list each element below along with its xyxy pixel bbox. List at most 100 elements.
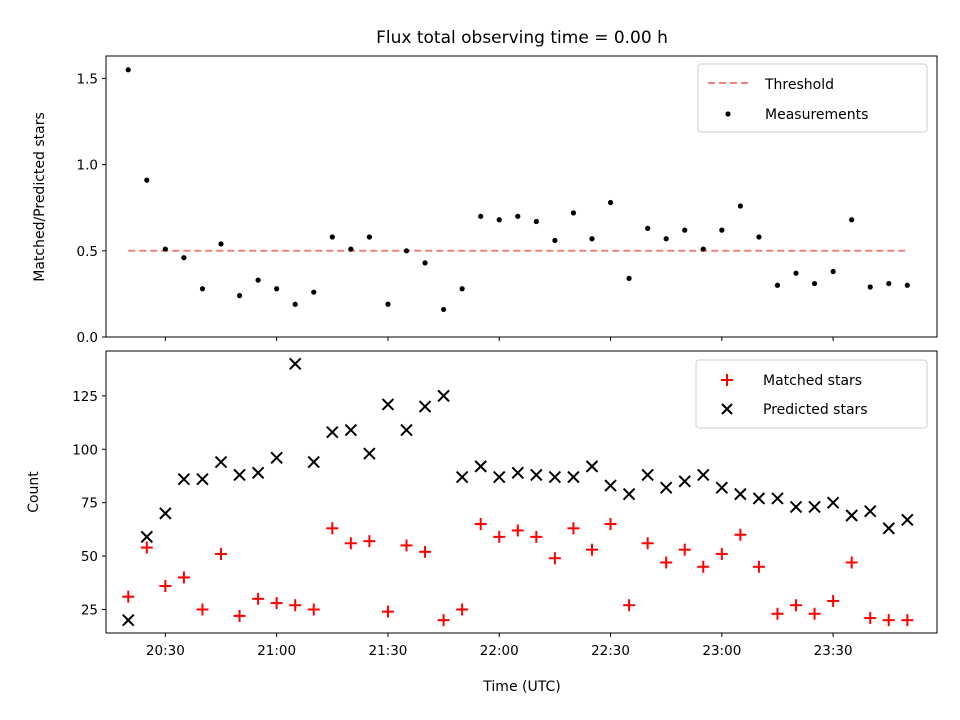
matched-star-point [493, 530, 506, 543]
bottom-legend-box [695, 359, 928, 429]
matched-star-point [159, 580, 172, 592]
measurement-point [515, 213, 521, 219]
top-y-axis-label: Matched/Predicted stars [32, 112, 48, 282]
bottom-plot: Count Time (UTC) 25 50 75 100 125 20:30 21:00 2… [26, 350, 938, 695]
matched-star-point [678, 543, 691, 556]
predicted-star-point [418, 400, 432, 413]
matched-star-point [215, 547, 228, 560]
matched-star-point [660, 556, 673, 569]
predicted-star-point [122, 613, 135, 627]
measurement-point [867, 284, 873, 290]
measurement-point [162, 246, 168, 252]
predicted-star-point [530, 468, 543, 482]
matched-star-point [864, 612, 877, 625]
measurement-point [385, 301, 391, 307]
predicted-star-point [604, 479, 617, 492]
predicted-star-point [901, 513, 914, 526]
predicted-star-point [270, 451, 283, 465]
x-tick-label: 20:30 [146, 643, 185, 659]
predicted-star-point [622, 487, 636, 501]
matched-star-point [771, 607, 784, 620]
x-tick-label: 23:00 [702, 643, 741, 659]
predicted-star-point [288, 357, 302, 371]
measurement-point [533, 218, 539, 225]
predicted-star-point [381, 398, 395, 411]
matched-star-point [530, 530, 543, 543]
matched-star-point [289, 599, 302, 612]
measurement-point [348, 246, 354, 252]
top-y-tick-label: 0.0 [77, 330, 98, 346]
measurement-point [904, 282, 910, 288]
matched-legend-marker [721, 374, 733, 386]
matched-star-point [511, 524, 524, 537]
predicted-star-point [474, 460, 487, 473]
predicted-star-point [771, 492, 784, 505]
predicted-star-point [455, 470, 469, 484]
measurement-point [719, 227, 725, 233]
matched-star-point [419, 545, 432, 558]
predicted-star-point [511, 466, 524, 479]
bottom-plot-frame [105, 350, 938, 634]
measurement-point [682, 227, 688, 233]
top-y-tick-label: 1.0 [77, 158, 98, 174]
measurement-point [645, 225, 651, 231]
measurement-point [830, 268, 836, 275]
measurement-point [811, 280, 818, 287]
measurement-point [422, 260, 428, 266]
measurement-point [311, 289, 317, 295]
measurement-point [793, 270, 799, 276]
bottom-y-tick-label: 100 [72, 442, 98, 458]
matched-star-point [845, 556, 858, 569]
measurement-point [199, 286, 206, 292]
predicted-star-point [845, 509, 858, 522]
legend-predicted-stars: Predicted stars [763, 402, 868, 418]
measurement-point [255, 277, 261, 283]
predicted-star-point [196, 472, 209, 486]
measurement-point [274, 286, 280, 292]
matched-star-point [715, 547, 728, 560]
predicted-star-point [734, 487, 747, 501]
predicted-star-point [233, 468, 246, 482]
bottom-y-tick-label: 25 [81, 603, 98, 619]
top-plot: Matched/Predicted stars 0.0 0.5 1.0 1.5 Thr… [32, 55, 938, 346]
x-axis-label: Time (UTC) [482, 679, 560, 695]
matched-star-point [400, 539, 413, 552]
predicted-star-point [585, 460, 599, 473]
matched-star-point [697, 560, 710, 573]
predicted-star-point [363, 447, 376, 460]
bottom-y-tick-label: 50 [81, 549, 98, 565]
measurement-point [737, 203, 743, 209]
chart-title: Flux total observing time = 0.00 h [376, 28, 668, 48]
measurement-point [849, 217, 855, 223]
bottom-legend: Matched stars Predicted stars [695, 359, 928, 429]
predicted-star-point [864, 505, 877, 518]
measurement-point [589, 236, 595, 242]
matched-star-point [585, 543, 598, 556]
measurement-point [403, 248, 410, 254]
predicted-star-point [808, 500, 821, 514]
measurement-point [700, 246, 706, 252]
measurement-point [440, 306, 447, 313]
matched-star-point [882, 614, 895, 627]
top-y-tick-label: 0.5 [77, 244, 98, 260]
top-legend-box [697, 63, 928, 133]
predicted-star-point [307, 455, 320, 469]
matched-star-point [752, 560, 765, 573]
matched-star-point [623, 599, 636, 612]
predicted-star-point [752, 492, 766, 505]
matched-star-point [790, 599, 803, 612]
measurement-point [218, 241, 224, 247]
measurement-point [478, 213, 484, 219]
predicted-star-point [326, 425, 339, 439]
x-tick-label: 23:30 [814, 643, 853, 659]
predicted-star-point [548, 470, 562, 484]
predicted-star-point [400, 423, 413, 437]
matched-star-point [734, 528, 747, 541]
predicted-star-point [159, 507, 172, 520]
x-tick-label: 22:30 [591, 643, 630, 659]
x-tick-label: 21:30 [368, 643, 407, 659]
top-plot-frame [105, 55, 938, 338]
predicted-star-point [641, 468, 654, 482]
matched-star-point [122, 590, 135, 603]
predicted-star-point [678, 475, 691, 488]
